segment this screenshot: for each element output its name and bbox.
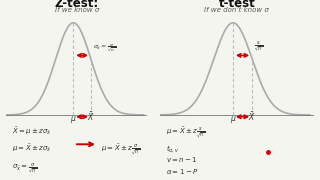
Text: $\mu=\bar{X} \pm z\frac{\sigma}{\sqrt{n}}$: $\mu=\bar{X} \pm z\frac{\sigma}{\sqrt{n}… <box>101 143 140 157</box>
Text: If we know σ: If we know σ <box>55 7 99 13</box>
Text: $\mu=\bar{X} \pm z\sigma_{\bar{x}}$: $\mu=\bar{X} \pm z\sigma_{\bar{x}}$ <box>12 143 52 154</box>
Text: $\bar{X}=\mu \pm z\sigma_{\bar{x}}$: $\bar{X}=\mu \pm z\sigma_{\bar{x}}$ <box>12 125 52 137</box>
Text: $v=n-1$: $v=n-1$ <box>166 155 198 164</box>
Text: $\mu$: $\mu$ <box>230 114 236 125</box>
Text: $\bar{X}$: $\bar{X}$ <box>87 111 95 123</box>
Text: $\sigma_{\bar{x}}=\frac{\sigma}{\sqrt{n}}$: $\sigma_{\bar{x}}=\frac{\sigma}{\sqrt{n}… <box>12 162 38 176</box>
Text: $\bar{X}$: $\bar{X}$ <box>248 111 256 123</box>
Text: $\alpha=1-P$: $\alpha=1-P$ <box>166 167 199 176</box>
Text: $\sigma_{\bar{x}}=\frac{\sigma}{\sqrt{n}}$: $\sigma_{\bar{x}}=\frac{\sigma}{\sqrt{n}… <box>93 43 116 55</box>
Text: $\frac{s}{\sqrt{n}}$: $\frac{s}{\sqrt{n}}$ <box>254 40 264 55</box>
Text: $\mu$: $\mu$ <box>70 114 76 125</box>
Text: $\mu=\bar{X} \pm z\frac{s}{\sqrt{n}}$: $\mu=\bar{X} \pm z\frac{s}{\sqrt{n}}$ <box>166 125 206 140</box>
Text: $t_{\alpha,v}$: $t_{\alpha,v}$ <box>166 143 180 154</box>
Text: Z-test:: Z-test: <box>55 0 99 10</box>
Text: If we don’t know σ: If we don’t know σ <box>204 7 269 13</box>
Text: t-test: t-test <box>219 0 255 10</box>
